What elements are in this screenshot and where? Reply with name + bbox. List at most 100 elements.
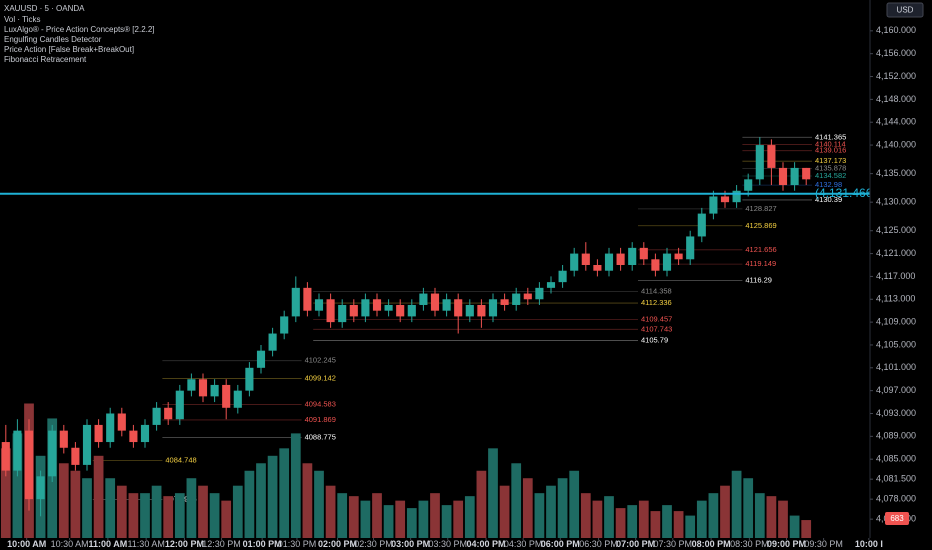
- y-tick-label: 4,135.000: [876, 168, 916, 178]
- volume-bar: [673, 511, 684, 538]
- candle-body: [222, 384, 231, 408]
- candle-body: [268, 333, 277, 351]
- volume-bar: [0, 448, 11, 538]
- y-tick-label: 4,089.000: [876, 431, 916, 441]
- volume-bar: [557, 478, 568, 538]
- x-tick-label: 11:00 AM: [89, 539, 128, 549]
- fib-level-label: 4091.869: [305, 415, 336, 424]
- y-tick-label: 4,152.000: [876, 71, 916, 81]
- candle-body: [1, 442, 10, 471]
- candle-body: [36, 476, 45, 500]
- candle-body: [303, 287, 312, 311]
- y-tick-label: 4,130.000: [876, 197, 916, 207]
- indicator-name: LuxAlgo® - Price Action Concepts® [2.2.2…: [4, 25, 155, 34]
- countdown-box: [885, 512, 909, 525]
- volume-bar: [163, 496, 174, 538]
- fib-level-label: 4116.29: [745, 275, 772, 284]
- volume-bar: [302, 463, 313, 538]
- y-tick-label: 4,148.000: [876, 94, 916, 104]
- y-tick-label: 4,113.000: [876, 294, 915, 304]
- candle-body: [720, 196, 730, 203]
- candle-body: [697, 213, 706, 237]
- volume-bar: [546, 485, 556, 538]
- candle-body: [616, 253, 625, 266]
- candle-body: [396, 304, 405, 317]
- indicator-name: Engulfing Candles Detector: [4, 35, 102, 44]
- indicator-name: Price Action [False Break+BreakOut]: [4, 45, 134, 54]
- candle-body: [755, 145, 764, 180]
- fib-level-label: 4125.869: [745, 221, 776, 230]
- currency-button[interactable]: [886, 2, 924, 18]
- indicator-name: Vol · Ticks: [4, 15, 40, 24]
- y-tick-label: 4,125.000: [876, 225, 916, 235]
- volume-bar: [801, 520, 812, 538]
- volume-bar: [731, 470, 742, 538]
- volume-bar: [592, 500, 603, 538]
- candle-body: [430, 293, 440, 311]
- candle-body: [13, 430, 22, 471]
- fib-level-label: 4139.016: [815, 146, 846, 155]
- candle-body: [744, 179, 753, 191]
- fib-level-label: 4088.775: [305, 433, 336, 442]
- x-tick-label: 06:00 PM: [541, 539, 580, 549]
- volume-bar: [82, 478, 92, 538]
- volume-bar: [522, 478, 533, 538]
- volume-bar: [708, 493, 719, 538]
- candle-body: [570, 253, 579, 271]
- volume-bar: [198, 485, 208, 538]
- volume-bar: [453, 500, 464, 538]
- volume-bar: [754, 493, 765, 538]
- candle-body: [419, 293, 428, 305]
- x-tick-label: 10:30 AM: [51, 539, 89, 549]
- candle-body: [349, 304, 358, 317]
- x-tick-label: 12:00 PM: [165, 539, 204, 549]
- candle-body: [581, 253, 590, 266]
- x-tick-label: 07:00 PM: [616, 539, 655, 549]
- volume-bar: [580, 493, 591, 538]
- symbol-title: XAUUSD · 5 · OANDA: [4, 4, 85, 13]
- candle-body: [59, 430, 68, 448]
- volume-bar: [430, 493, 440, 538]
- candle-body: [778, 167, 788, 186]
- candle-body: [465, 304, 474, 317]
- fib-level-label: 4134.582: [815, 171, 846, 180]
- candle-body: [604, 253, 614, 271]
- volume-bar: [360, 500, 371, 538]
- x-tick-label: 04:00 PM: [467, 539, 506, 549]
- volume-bar: [627, 505, 638, 538]
- volume-bar: [372, 493, 382, 538]
- x-tick-label: 11:30 AM: [127, 539, 164, 549]
- x-tick-label: 09:30 PM: [804, 539, 843, 549]
- candle-body: [117, 413, 126, 431]
- volume-bar: [789, 515, 800, 538]
- candle-body: [198, 379, 208, 397]
- volume-bar: [314, 470, 324, 538]
- x-tick-label: 04:30 PM: [504, 539, 543, 549]
- x-tick-label: 06:30 PM: [579, 539, 618, 549]
- x-tick-label: 02:00 PM: [318, 539, 357, 549]
- volume-bar: [499, 485, 510, 538]
- volume-bar: [58, 463, 69, 538]
- volume-bar: [140, 493, 150, 538]
- y-tick-label: 4,121.000: [876, 248, 916, 258]
- volume-bar: [464, 496, 475, 538]
- fib-level-label: 4128.827: [745, 204, 776, 213]
- candle-body: [187, 379, 196, 391]
- x-tick-label: 08:30 PM: [730, 539, 769, 549]
- y-tick-label: 4,101.000: [876, 362, 916, 372]
- volume-bar: [395, 500, 406, 538]
- candle-body: [314, 299, 324, 311]
- volume-bar: [743, 478, 754, 538]
- volume-bar: [569, 470, 580, 538]
- x-tick-label: 01:30 PM: [278, 539, 317, 549]
- candle-body: [407, 304, 416, 317]
- candle-body: [291, 287, 300, 317]
- x-tick-label: 03:00 PM: [391, 539, 430, 549]
- volume-bar: [441, 505, 452, 538]
- candle-body: [24, 430, 34, 500]
- candle-body: [280, 316, 289, 334]
- current-price-label: (4,131.466): [815, 186, 876, 200]
